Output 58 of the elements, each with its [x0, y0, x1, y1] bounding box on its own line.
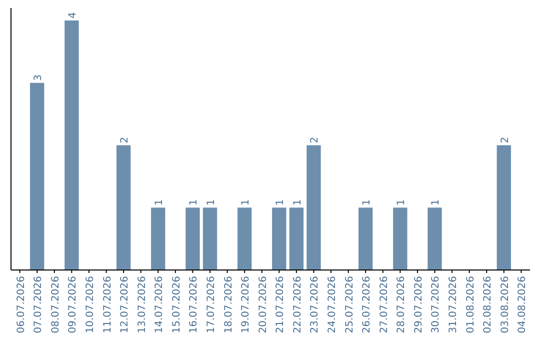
data-label: 1 — [154, 199, 166, 206]
bar — [306, 145, 321, 270]
data-label: 2 — [310, 136, 321, 144]
bar — [202, 208, 218, 270]
bar — [64, 20, 79, 270]
x-tick-label: 17.07.2026 — [206, 276, 217, 334]
x-tick-label: 30.07.2026 — [430, 276, 442, 334]
x-tick-label: 03.08.2026 — [500, 276, 511, 334]
bar — [30, 82, 44, 270]
data-label: 1 — [188, 199, 200, 206]
x-tick-label: 08.07.2026 — [50, 276, 62, 334]
x-tick-label: 07.07.2026 — [33, 276, 44, 334]
x-tick-label: 26.07.2026 — [362, 276, 373, 334]
x-tick-label: 24.07.2026 — [327, 276, 338, 334]
bar — [186, 208, 200, 270]
x-tick-label: 06.07.2026 — [16, 276, 27, 334]
x-tick-label: 22.07.2026 — [292, 276, 304, 334]
x-tick-label: 12.07.2026 — [120, 276, 131, 334]
x-tick-label: 23.07.2026 — [310, 276, 321, 334]
bar — [272, 208, 286, 270]
bar — [237, 208, 252, 270]
bar — [428, 208, 442, 270]
data-label: 4 — [68, 12, 79, 18]
x-tick-label: 28.07.2026 — [396, 276, 408, 334]
data-label: 2 — [500, 136, 511, 144]
bar — [393, 208, 408, 270]
x-tick-label: 25.07.2026 — [344, 276, 356, 334]
x-tick-label: 14.07.2026 — [154, 276, 166, 334]
data-label: 1 — [240, 199, 252, 206]
x-tick-label: 21.07.2026 — [275, 276, 286, 334]
data-label: 1 — [292, 199, 304, 206]
data-label: 1 — [396, 199, 408, 206]
data-label: 1 — [362, 199, 373, 206]
data-label: 1 — [206, 199, 217, 206]
x-tick-label: 31.07.2026 — [448, 276, 460, 334]
bar — [496, 145, 511, 270]
bar — [289, 208, 304, 270]
bar — [151, 208, 166, 270]
x-tick-label: 16.07.2026 — [188, 276, 200, 334]
data-label: 1 — [275, 199, 286, 206]
x-tick-label: 29.07.2026 — [413, 276, 424, 334]
x-tick-label: 09.07.2026 — [68, 276, 79, 334]
x-tick-label: 20.07.2026 — [258, 276, 269, 334]
x-tick-label: 19.07.2026 — [240, 276, 252, 334]
x-tick-label: 10.07.2026 — [84, 276, 96, 334]
data-label: 2 — [120, 136, 131, 144]
x-tick-label: 04.08.2026 — [517, 276, 528, 334]
x-tick-label: 15.07.2026 — [171, 276, 182, 334]
data-label: 1 — [430, 199, 442, 206]
x-tick-label: 27.07.2026 — [378, 276, 390, 334]
x-tick-label: 18.07.2026 — [223, 276, 234, 334]
x-tick-label: 11.07.2026 — [102, 276, 114, 334]
x-tick-label: 13.07.2026 — [136, 276, 148, 334]
x-tick-label: 02.08.2026 — [482, 276, 494, 334]
bar — [116, 145, 131, 270]
bar — [358, 208, 373, 270]
x-tick-label: 01.08.2026 — [465, 276, 476, 334]
data-label: 3 — [33, 74, 44, 81]
